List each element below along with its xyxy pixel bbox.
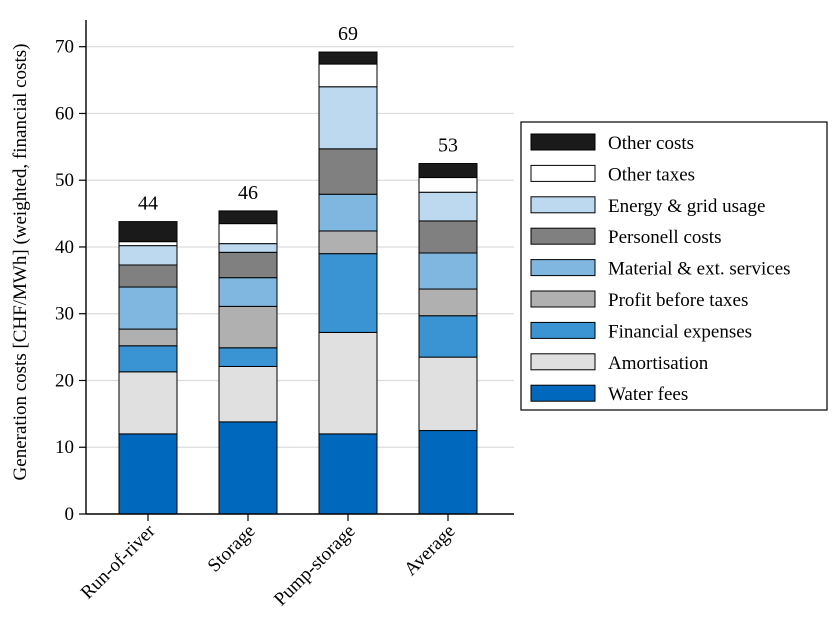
bar-segment [418, 356, 478, 432]
bar-segment [118, 371, 178, 435]
bar-segment [218, 243, 278, 253]
bar-segment [318, 63, 378, 88]
legend-swatch [530, 321, 596, 339]
legend-label: Water fees [608, 384, 688, 405]
bar-segment [118, 245, 178, 266]
bar-segment [118, 286, 178, 330]
x-category-label: Pump-storage [270, 521, 359, 610]
bar-total-label: 53 [438, 135, 458, 157]
bar-segment [418, 315, 478, 358]
x-category-label: Storage [204, 521, 260, 577]
legend-label: Other costs [608, 133, 694, 154]
bar-total-label: 44 [138, 193, 158, 215]
bar-totals: 44 46 69 53 [138, 23, 458, 215]
legend-swatch [530, 353, 596, 371]
legend-swatch [530, 227, 596, 245]
y-tick-label: 30 [55, 304, 74, 325]
legend-label: Personell costs [608, 227, 721, 248]
bar-segment [318, 148, 378, 195]
bar-segment [418, 163, 478, 179]
legend-swatch [530, 196, 596, 214]
legend-label: Profit before taxes [608, 290, 748, 311]
bar-segment [318, 331, 378, 435]
legend-label: Material & ext. services [608, 259, 791, 280]
x-category-label: Average [400, 521, 459, 580]
bar-segment [118, 328, 178, 347]
bar-segment [418, 220, 478, 254]
bar-total-label: 69 [338, 23, 358, 45]
bar-segment [418, 177, 478, 193]
y-tick-label: 50 [55, 170, 74, 191]
bar-segment [218, 223, 278, 245]
bar-segment [318, 253, 378, 333]
bar-segment [118, 221, 178, 243]
bar-segment [118, 433, 178, 515]
y-axis-label: Generation costs [CHF/MWh] (weighted, fi… [10, 44, 31, 481]
legend-swatch [530, 384, 596, 402]
legend-label: Amortisation [608, 353, 709, 374]
bar-segment [418, 252, 478, 290]
bar-segment [418, 288, 478, 317]
bar-segment [118, 345, 178, 373]
bar-segment [318, 433, 378, 515]
bar-segment [318, 193, 378, 232]
legend-swatch [530, 290, 596, 308]
bar-segment [418, 191, 478, 222]
legend-swatch [530, 259, 596, 277]
legend-label: Other taxes [608, 164, 695, 185]
bar-segment [218, 305, 278, 349]
bar-segment [218, 347, 278, 367]
bar-segment [418, 430, 478, 515]
bar-segment [118, 241, 178, 247]
bars [118, 51, 478, 515]
x-category-label: Run-of-river [77, 520, 160, 603]
y-tick-label: 0 [65, 504, 75, 525]
legend-swatch [530, 164, 596, 182]
y-tick-label: 40 [55, 237, 74, 258]
bar-segment [218, 210, 278, 225]
bar-segment [318, 86, 378, 150]
bar-total-label: 46 [238, 182, 258, 204]
legend-label: Financial expenses [608, 321, 752, 342]
legend: Other costs Other taxes Energy & grid usag… [520, 121, 828, 411]
y-tick-label: 70 [55, 37, 74, 58]
y-tick-label: 10 [55, 437, 74, 458]
bar-segment [218, 365, 278, 423]
y-tick-label: 60 [55, 103, 74, 124]
bar-segment [318, 51, 378, 65]
bar-segment [218, 251, 278, 279]
legend-label: Energy & grid usage [608, 196, 765, 217]
legend-swatch [530, 133, 596, 151]
y-tick-label: 20 [55, 370, 74, 391]
bar-segment [118, 264, 178, 288]
bar-segment [218, 421, 278, 515]
bar-segment [218, 277, 278, 307]
bar-segment [318, 230, 378, 255]
